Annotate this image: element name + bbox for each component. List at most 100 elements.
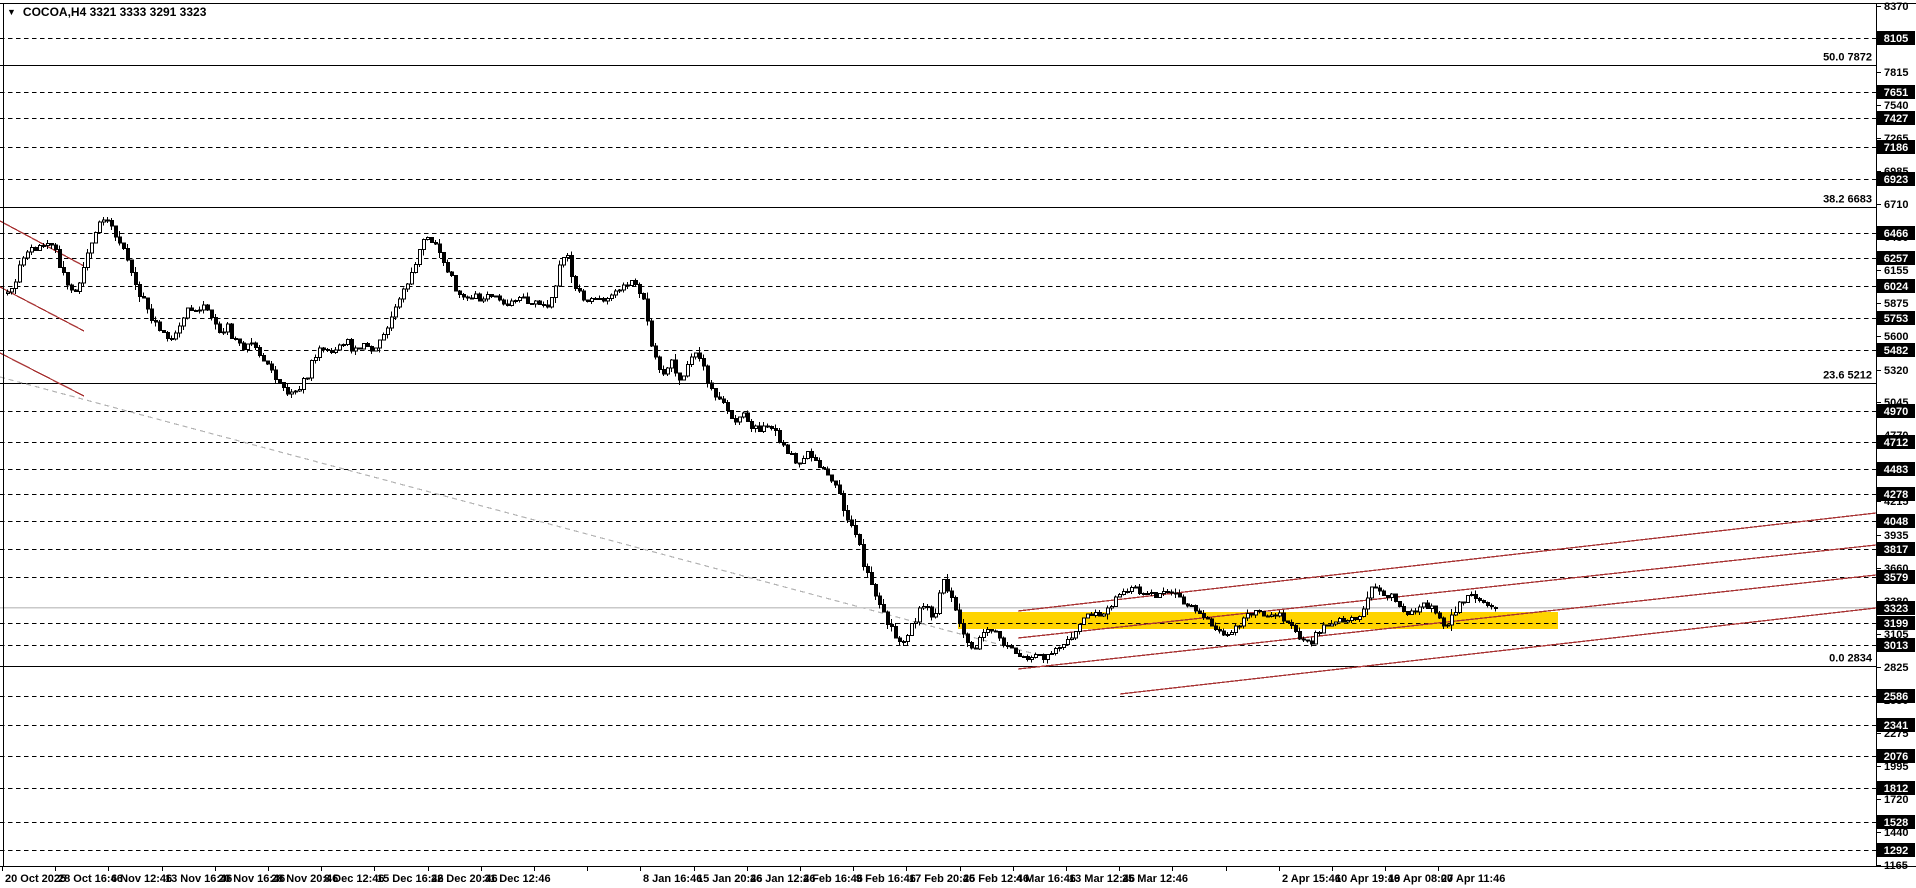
candle	[994, 629, 998, 633]
candle	[1238, 625, 1242, 630]
candle	[1178, 589, 1182, 598]
candle	[578, 284, 582, 294]
candle	[1266, 614, 1270, 618]
candle	[1158, 593, 1162, 598]
candle	[1122, 588, 1126, 596]
candle	[78, 282, 82, 294]
candle	[738, 416, 742, 426]
candle	[1334, 621, 1338, 627]
candle	[1066, 636, 1070, 647]
candle	[1014, 647, 1018, 654]
gray-dashed-trendline[interactable]	[0, 376, 1051, 659]
candle	[294, 390, 298, 395]
price-badge: 7427	[1877, 111, 1915, 125]
candle	[886, 610, 890, 630]
candle	[1058, 646, 1062, 652]
candle	[1426, 600, 1430, 610]
candle	[242, 341, 246, 351]
fib-label: 23.6 5212	[1823, 370, 1872, 382]
price-axis[interactable]: 8370781575407265698567106430615558755600…	[1876, 1, 1915, 872]
candle	[142, 292, 146, 299]
candle	[1022, 655, 1026, 658]
candle	[414, 262, 418, 274]
price-badge-label: 1292	[1884, 845, 1908, 857]
candle	[1486, 601, 1490, 608]
candle	[914, 617, 918, 629]
candle	[990, 629, 994, 634]
price-badge-label: 7651	[1884, 87, 1908, 99]
candle	[570, 251, 574, 284]
candle	[726, 399, 730, 415]
candle	[370, 345, 374, 355]
candle	[1302, 636, 1306, 642]
candle	[1138, 583, 1142, 596]
candle	[986, 627, 990, 637]
ascending-trendline[interactable]	[1017, 512, 1877, 612]
date-label: 10 Apr 19:46	[1335, 873, 1400, 885]
candle	[1142, 592, 1146, 596]
candle	[1250, 612, 1254, 618]
candle	[1346, 619, 1350, 624]
candle	[1402, 603, 1406, 613]
candle	[446, 259, 450, 274]
candle	[1470, 591, 1474, 597]
candle	[1366, 591, 1370, 615]
candle	[730, 409, 734, 419]
candle	[70, 283, 74, 294]
candle	[166, 330, 170, 342]
candles	[6, 217, 1498, 664]
candle	[1230, 629, 1234, 636]
candle	[34, 246, 38, 252]
candle	[518, 295, 522, 303]
price-badge: 2341	[1877, 718, 1915, 732]
candle	[1090, 611, 1094, 617]
candle	[206, 304, 210, 311]
price-badge: 8105	[1877, 31, 1915, 45]
candle	[1306, 639, 1310, 643]
candle	[418, 248, 422, 267]
candle	[1330, 620, 1334, 627]
candle	[746, 410, 750, 423]
chevron-down-icon[interactable]: ▼	[7, 6, 16, 17]
price-badge: 1528	[1877, 815, 1915, 829]
candle	[1390, 593, 1394, 602]
ascending-trendline[interactable]	[1119, 607, 1877, 695]
candle	[86, 249, 90, 271]
price-badge: 6257	[1877, 251, 1915, 265]
candle	[358, 347, 362, 350]
price-badge: 4970	[1877, 404, 1915, 418]
descending-trendline[interactable]	[0, 286, 85, 332]
descending-trendline[interactable]	[0, 220, 85, 267]
candle	[1054, 646, 1058, 656]
candle	[642, 292, 646, 301]
descending-trendline[interactable]	[0, 352, 85, 397]
candle	[58, 245, 62, 268]
candle	[14, 278, 18, 294]
candle	[594, 297, 598, 300]
candle	[930, 605, 934, 621]
candle	[46, 240, 50, 250]
fib-levels: 50.0 7872 38.2 6683 23.6 5212 0.0 2834	[0, 52, 1876, 668]
candle	[1094, 609, 1098, 618]
candle	[1218, 626, 1222, 634]
date-label: 20 Nov 16:46	[218, 873, 285, 885]
candle	[906, 634, 910, 647]
candle	[170, 335, 174, 341]
candle	[950, 587, 954, 602]
price-badge-label: 4278	[1884, 489, 1908, 501]
candle	[1202, 609, 1206, 621]
candle	[1126, 588, 1130, 594]
candle	[690, 353, 694, 367]
candle	[782, 439, 786, 447]
candle	[702, 354, 706, 371]
highlight-zone[interactable]	[958, 612, 1558, 629]
date-label: 20 Oct 2025	[5, 873, 66, 885]
ascending-trendline[interactable]	[1017, 574, 1877, 670]
date-label: 13 Mar 12:46	[1069, 873, 1135, 885]
candle	[1130, 585, 1134, 595]
candle	[1118, 593, 1122, 598]
candle	[234, 336, 238, 341]
ascending-trendline[interactable]	[1017, 544, 1877, 639]
